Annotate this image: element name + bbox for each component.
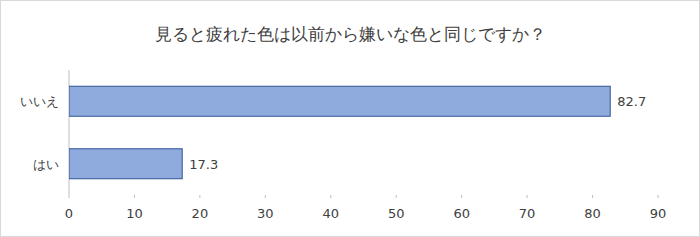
x-tick bbox=[69, 195, 70, 198]
x-tick-label: 10 bbox=[126, 206, 143, 221]
x-tick-label: 20 bbox=[192, 206, 209, 221]
x-tick bbox=[134, 195, 135, 198]
x-tick bbox=[265, 195, 266, 198]
bars bbox=[69, 86, 610, 179]
x-tick bbox=[592, 195, 593, 198]
x-tick bbox=[199, 195, 200, 198]
x-tick-label: 60 bbox=[453, 206, 470, 221]
chart-frame bbox=[1, 1, 700, 237]
x-tick bbox=[330, 195, 331, 198]
category-label: いいえ bbox=[20, 94, 59, 109]
x-tick-label: 50 bbox=[388, 206, 405, 221]
bar bbox=[69, 86, 610, 116]
x-tick bbox=[461, 195, 462, 198]
x-tick-label: 70 bbox=[519, 206, 536, 221]
x-axis: 0 10 20 30 40 50 60 70 80 90 bbox=[65, 195, 666, 221]
x-tick-label: 90 bbox=[650, 206, 667, 221]
x-tick-label: 40 bbox=[323, 206, 340, 221]
x-tick bbox=[527, 195, 528, 198]
x-tick-label: 30 bbox=[257, 206, 274, 221]
chart-svg: 見ると疲れた色は以前から嫌いな色と同じですか？ 0 10 20 30 40 50 60 70 80… bbox=[0, 0, 700, 237]
chart-container: 見ると疲れた色は以前から嫌いな色と同じですか？ 0 10 20 30 40 50 60 70 80… bbox=[0, 0, 700, 237]
data-label: 17.3 bbox=[189, 157, 218, 172]
x-tick bbox=[396, 195, 397, 198]
x-tick bbox=[658, 195, 659, 198]
x-tick-label: 0 bbox=[65, 206, 73, 221]
labels: いいえ 82.7 はい 17.3 bbox=[20, 94, 646, 172]
x-tick-label: 80 bbox=[584, 206, 601, 221]
data-label: 82.7 bbox=[617, 94, 646, 109]
category-label: はい bbox=[33, 157, 59, 172]
bar bbox=[69, 149, 182, 179]
chart-title: 見ると疲れた色は以前から嫌いな色と同じですか？ bbox=[155, 24, 546, 44]
